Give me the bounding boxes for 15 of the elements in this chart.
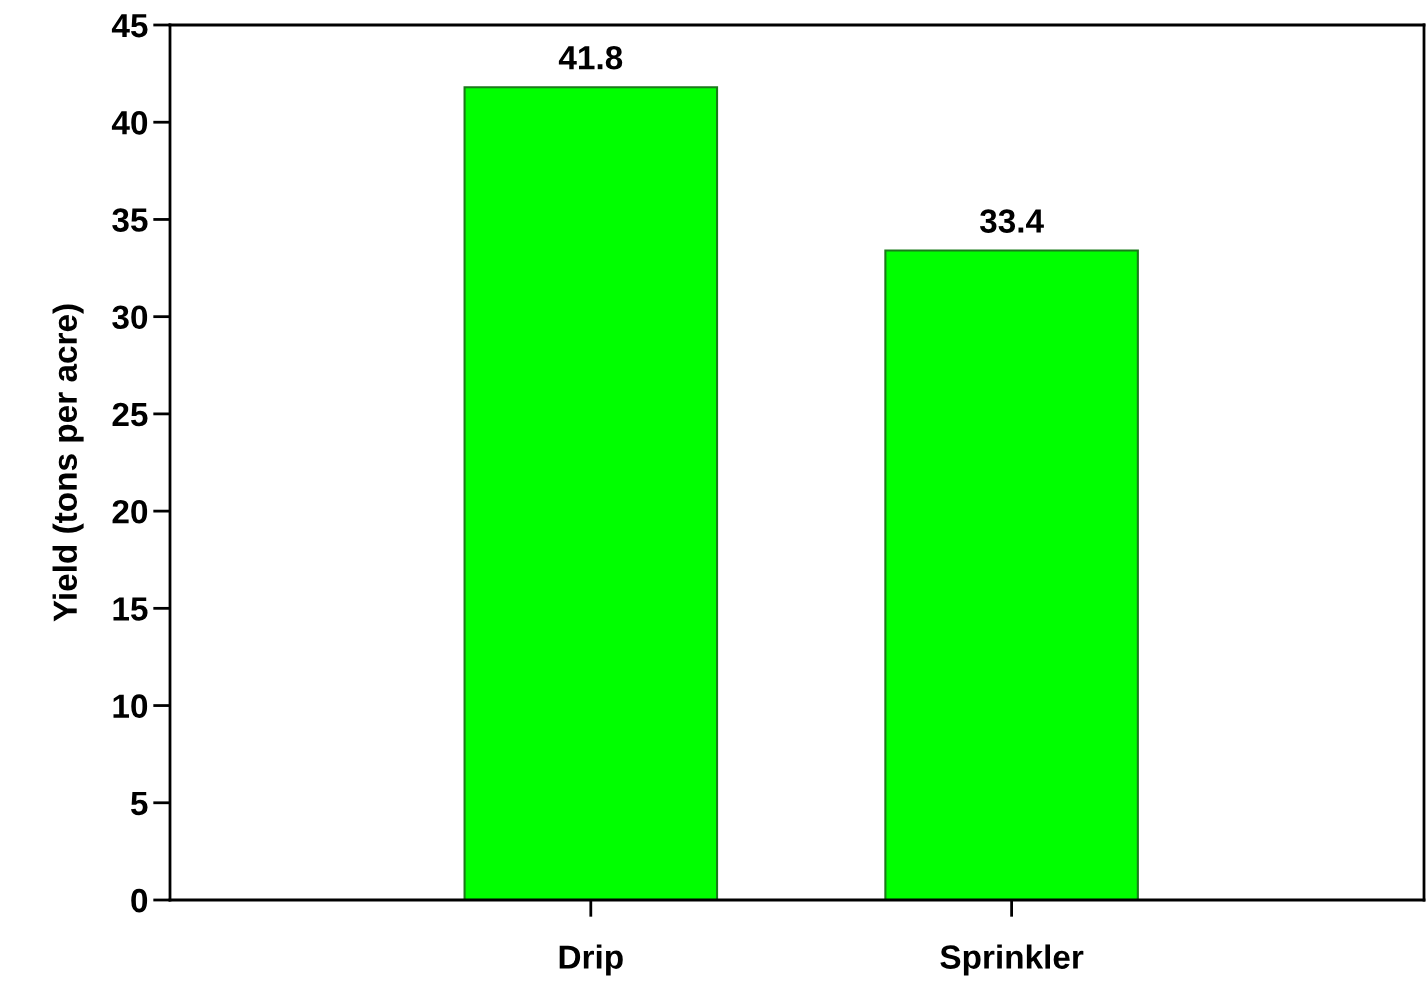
y-tick-label: 40 (111, 111, 148, 135)
y-axis-title: Yield (tons per acre) (52, 304, 84, 622)
y-tick-label: 45 (111, 14, 148, 38)
y-tick-label: 5 (130, 791, 148, 816)
y-tick-label: 20 (112, 499, 148, 524)
y-tick-label: 0 (131, 888, 148, 913)
y-tick-label: 25 (112, 402, 148, 427)
y-tick-label: 15 (113, 597, 148, 621)
data-label: 33.4 (979, 209, 1044, 233)
x-tick-label: Sprinkler (940, 944, 1084, 976)
y-tick-label: 30 (112, 305, 148, 330)
y-tick-label: 10 (113, 694, 148, 718)
y-tick-label: 35 (112, 208, 148, 232)
x-tick-label: Drip (559, 944, 623, 976)
data-label: 41.8 (558, 45, 623, 70)
